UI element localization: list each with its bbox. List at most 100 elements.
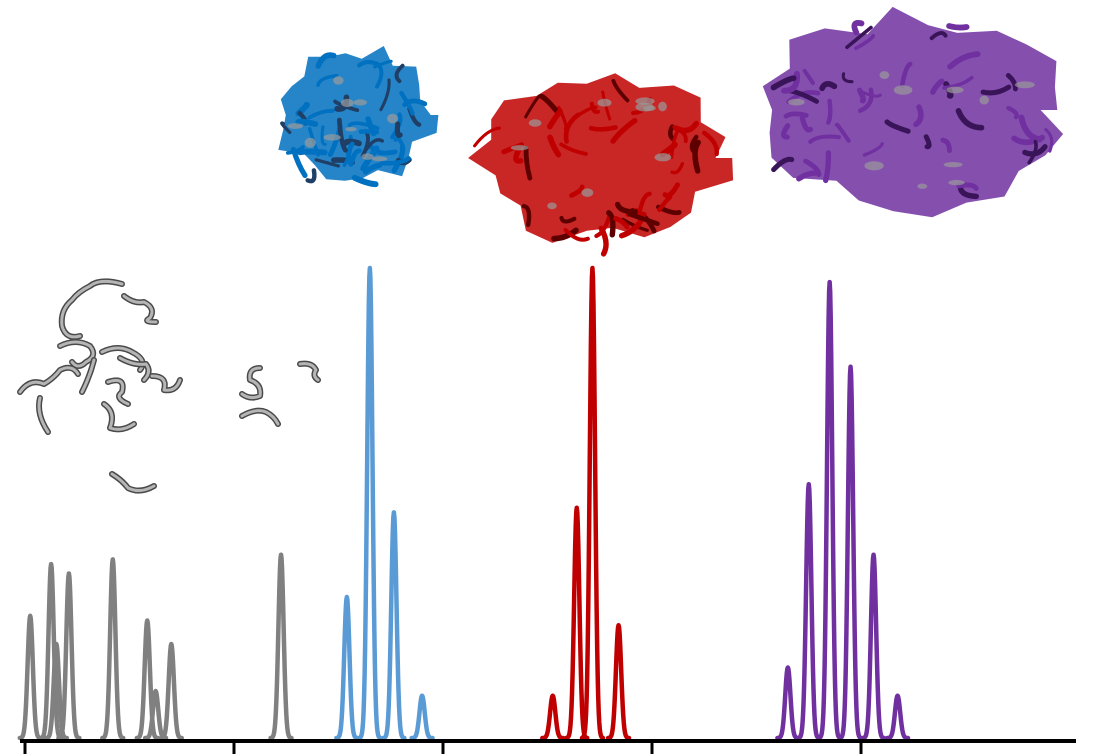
- series-2: [540, 265, 632, 741]
- protein-ribbon: [341, 138, 362, 147]
- protein-ribbon: [606, 210, 616, 238]
- protein-ribbon: [930, 78, 945, 95]
- protein-ribbon: [1005, 72, 1018, 92]
- protein-ribbon: [857, 87, 874, 113]
- protein-highlight: [1014, 81, 1035, 89]
- protein-ribbon: [771, 156, 795, 173]
- protein-ribbon: [316, 73, 339, 87]
- protein-ribbon: [367, 142, 398, 156]
- protein-highlight: [353, 99, 367, 106]
- fragment-outline: [105, 377, 131, 407]
- peak: [605, 622, 632, 741]
- peak: [158, 641, 184, 741]
- protein-ribbon: [547, 134, 562, 158]
- protein-ribbon: [589, 101, 601, 115]
- protein-ribbon: [362, 162, 383, 175]
- fragment-outline: [58, 278, 125, 340]
- protein-ribbon: [563, 227, 590, 242]
- protein-highlight: [948, 179, 965, 186]
- protein-ribbon: [913, 104, 924, 128]
- protein-ribbon: [673, 120, 699, 134]
- protein-ribbon: [379, 156, 411, 166]
- protein-ribbon: [662, 182, 681, 199]
- protein-ribbon: [559, 142, 588, 156]
- peak: [268, 552, 294, 741]
- protein-highlight: [946, 86, 964, 94]
- protein-ribbon: [781, 70, 801, 94]
- protein-ribbon: [351, 174, 379, 188]
- protein-ribbon: [826, 98, 833, 125]
- protein-highlight: [979, 95, 989, 105]
- fragment-highlight: [118, 356, 151, 382]
- series-0: [17, 552, 294, 741]
- fragment-highlight: [80, 358, 96, 394]
- protein-highlight: [361, 153, 374, 160]
- protein-ribbon: [692, 139, 701, 174]
- protein-ribbon: [834, 122, 851, 143]
- protein-highlight: [340, 98, 354, 108]
- protein-highlight: [654, 153, 672, 162]
- fragment-highlight: [240, 409, 280, 426]
- protein-ribbon: [796, 170, 818, 182]
- protein-highlight: [787, 98, 805, 106]
- protein-ribbon: [521, 203, 532, 228]
- protein-body: [762, 6, 1064, 218]
- protein-ribbon: [513, 147, 524, 164]
- protein-ribbon: [610, 117, 638, 144]
- protein-ribbon: [290, 146, 308, 179]
- protein-ribbon: [637, 191, 652, 214]
- fragment-highlight: [18, 366, 80, 394]
- protein-ribbon: [611, 78, 630, 103]
- protein-ribbon: [946, 23, 970, 31]
- protein-ribbon: [668, 124, 676, 142]
- fragment-highlight: [122, 294, 158, 324]
- protein-ribbon: [659, 141, 678, 158]
- peak: [100, 557, 126, 741]
- protein-ribbon: [956, 182, 979, 192]
- peak: [837, 364, 864, 741]
- protein-highlight: [943, 161, 963, 168]
- peak: [357, 265, 383, 741]
- peak: [56, 571, 82, 741]
- series-1: [334, 265, 435, 741]
- protein-ribbon: [884, 119, 911, 134]
- protein-highlight: [323, 134, 341, 141]
- protein-ribbon: [862, 142, 884, 157]
- protein-ribbon: [854, 34, 875, 51]
- protein-ribbon: [783, 111, 809, 119]
- protein-ribbon: [349, 148, 362, 165]
- protein-ribbon: [394, 121, 403, 138]
- protein-ribbon: [770, 75, 797, 91]
- red-protein-structure-icon: [468, 73, 734, 257]
- fragment-highlight: [106, 378, 130, 406]
- protein-ribbon: [702, 130, 719, 157]
- protein-ribbon: [614, 201, 638, 215]
- protein-highlight: [642, 105, 656, 112]
- protein-ribbon: [314, 158, 341, 168]
- peak: [796, 481, 822, 741]
- protein-ribbon: [823, 150, 832, 184]
- protein-ribbon: [799, 115, 813, 133]
- protein-ribbon: [285, 145, 305, 155]
- protein-ribbon: [841, 72, 854, 84]
- protein-ribbon: [305, 168, 317, 184]
- protein-ribbon: [670, 162, 685, 175]
- protein-highlight: [864, 161, 884, 171]
- protein-highlight: [879, 71, 890, 80]
- protein-ribbon: [559, 215, 577, 224]
- peak: [816, 279, 843, 741]
- protein-ribbon: [1044, 128, 1054, 153]
- peak: [884, 693, 911, 741]
- protein-ribbon: [980, 84, 1012, 96]
- protein-ribbon: [393, 136, 405, 149]
- protein-ribbon: [358, 129, 380, 135]
- fragment-highlight: [58, 340, 95, 368]
- protein-ribbon: [473, 126, 501, 148]
- protein-ribbon: [280, 121, 292, 135]
- peak: [564, 505, 590, 741]
- fragment-highlight: [37, 396, 50, 434]
- protein-highlight: [917, 183, 928, 189]
- protein-ribbon: [942, 75, 974, 90]
- protein-ribbon: [576, 105, 598, 117]
